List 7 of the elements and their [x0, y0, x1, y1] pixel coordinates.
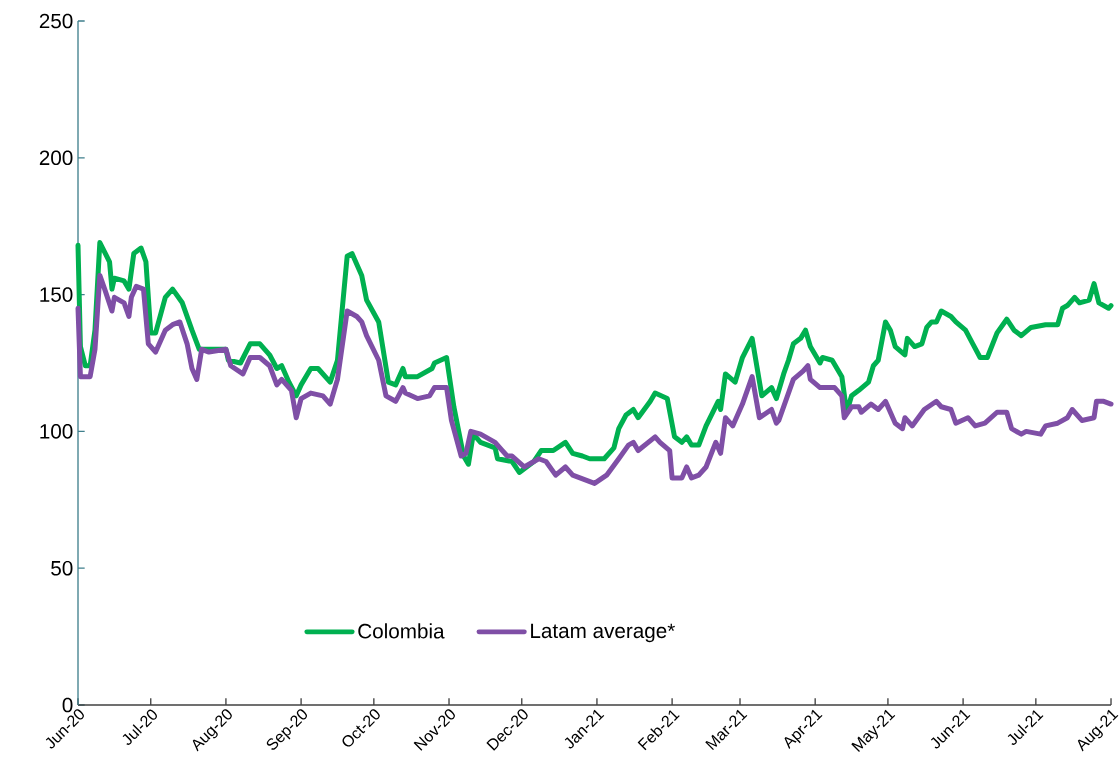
y-tick-label: 200	[39, 150, 73, 166]
legend-label: Latam average*	[531, 623, 675, 643]
y-tick-label: 100	[40, 424, 73, 439]
y-tick-label: 250	[39, 13, 73, 29]
y-tick-label: 50	[51, 560, 73, 576]
legend-label: Colombia	[358, 623, 445, 639]
y-tick-label: 150	[40, 287, 73, 302]
